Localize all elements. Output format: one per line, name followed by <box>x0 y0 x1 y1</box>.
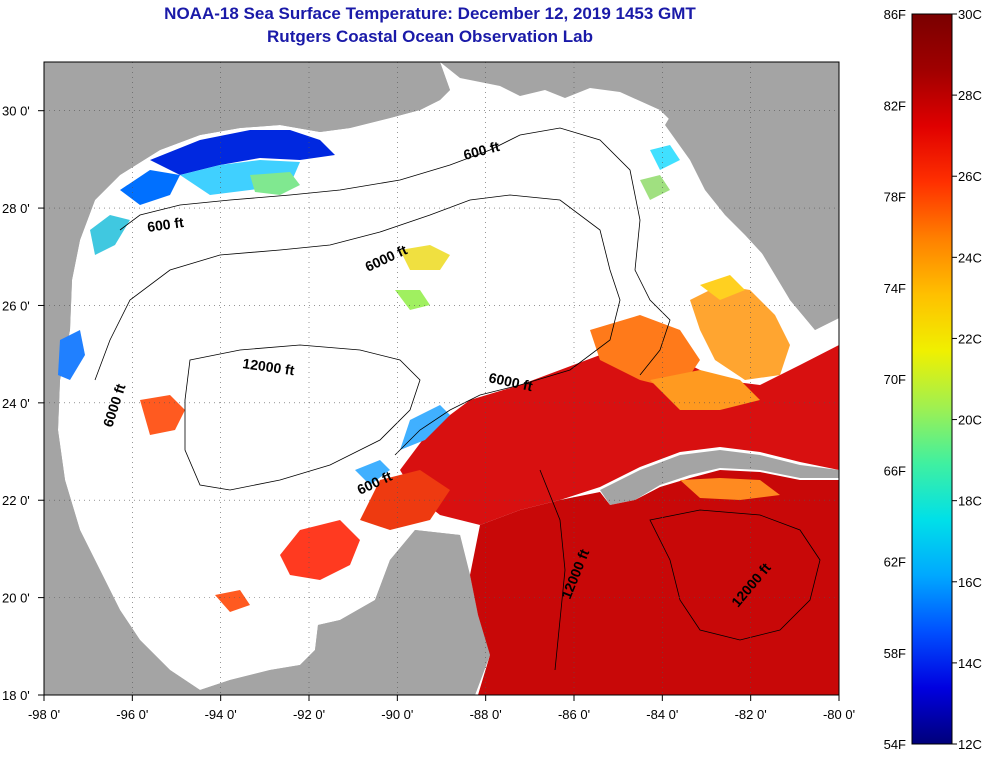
latitude-tick-label: 24 0' <box>2 396 30 411</box>
longitude-tick-label: -80 0' <box>823 707 855 722</box>
celsius-label: 14C <box>958 656 982 671</box>
contour-label: 12000 ft <box>242 355 296 378</box>
longitude-tick-label: -88 0' <box>470 707 502 722</box>
fahrenheit-label: 70F <box>884 372 906 387</box>
fahrenheit-label: 66F <box>884 463 906 478</box>
fahrenheit-label: 78F <box>884 190 906 205</box>
celsius-labels: 30C 28C 26C 24C 22C 20C 18C 16C 14C 12C <box>952 7 982 752</box>
longitude-axis: -98 0' -96 0' -94 0' -92 0' -90 0' -88 0' -86 … <box>28 695 855 722</box>
colorbar-gradient <box>911 13 953 745</box>
latitude-tick-label: 30 0' <box>2 104 30 119</box>
temperature-colorbar: 86F 82F 78F 74F 70F 66F 62F 58F 54F 30C 28C 26C 24C… <box>884 7 982 752</box>
longitude-tick-label: -98 0' <box>28 707 60 722</box>
bathymetry-contours <box>94 127 821 671</box>
longitude-tick-label: -84 0' <box>646 707 678 722</box>
fahrenheit-label: 74F <box>884 281 906 296</box>
latitude-tick-label: 22 0' <box>2 493 30 508</box>
latitude-tick-label: 26 0' <box>2 298 30 313</box>
fahrenheit-label: 86F <box>884 7 906 22</box>
celsius-label: 18C <box>958 494 982 509</box>
map-title: NOAA-18 Sea Surface Temperature: Decembe… <box>164 4 696 23</box>
cuba-land <box>600 450 839 505</box>
map-subtitle: Rutgers Coastal Ocean Observation Lab <box>267 27 593 46</box>
latitude-tick-label: 28 0' <box>2 201 30 216</box>
longitude-tick-label: -90 0' <box>381 707 413 722</box>
celsius-label: 28C <box>958 88 982 103</box>
mexico-land <box>44 62 450 695</box>
longitude-tick-label: -92 0' <box>293 707 325 722</box>
longitude-tick-label: -94 0' <box>205 707 237 722</box>
contour-label: 600 ft <box>146 214 185 235</box>
celsius-label: 20C <box>958 413 982 428</box>
yucatan-land <box>200 530 490 695</box>
celsius-label: 12C <box>958 737 982 752</box>
latitude-tick-label: 20 0' <box>2 591 30 606</box>
sst-data-layer <box>58 130 839 695</box>
graticule <box>44 62 839 695</box>
fahrenheit-label: 58F <box>884 646 906 661</box>
celsius-label: 30C <box>958 7 982 22</box>
latitude-axis: 30 0' 28 0' 26 0' 24 0' 22 0' 20 0' 18 0' <box>2 104 44 703</box>
map-frame <box>43 61 840 696</box>
fahrenheit-label: 82F <box>884 98 906 113</box>
latitude-tick-label: 18 0' <box>2 688 30 703</box>
celsius-label: 16C <box>958 575 982 590</box>
fahrenheit-label: 54F <box>884 737 906 752</box>
celsius-label: 26C <box>958 169 982 184</box>
longitude-tick-label: -96 0' <box>116 707 148 722</box>
fahrenheit-labels: 86F 82F 78F 74F 70F 66F 62F 58F 54F <box>884 7 906 752</box>
longitude-tick-label: -82 0' <box>735 707 767 722</box>
longitude-tick-label: -86 0' <box>558 707 590 722</box>
celsius-label: 22C <box>958 331 982 346</box>
celsius-label: 24C <box>958 250 982 265</box>
florida-land <box>665 62 839 330</box>
map-plot-area: 600 ft 600 ft 6000 ft 12000 ft 6000 ft 6… <box>44 62 839 695</box>
fahrenheit-label: 62F <box>884 555 906 570</box>
